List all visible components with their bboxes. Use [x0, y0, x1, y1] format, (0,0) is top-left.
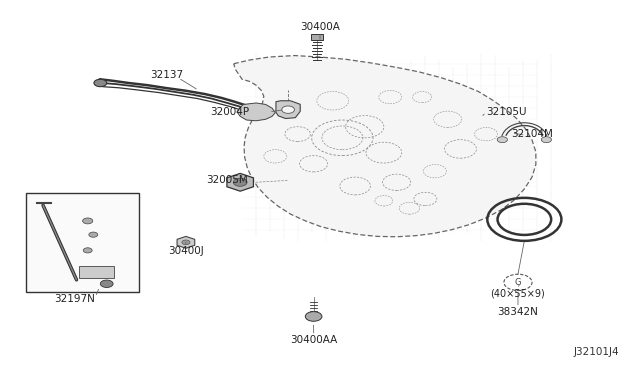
Circle shape — [541, 137, 552, 142]
Text: 30400A: 30400A — [300, 22, 340, 32]
Polygon shape — [276, 101, 300, 119]
Polygon shape — [234, 55, 536, 237]
Text: (40×55×9): (40×55×9) — [491, 288, 545, 298]
Text: 32105U: 32105U — [486, 107, 527, 117]
Circle shape — [233, 178, 247, 186]
Circle shape — [83, 218, 93, 224]
Text: 30400J: 30400J — [168, 246, 204, 256]
FancyBboxPatch shape — [79, 266, 114, 278]
FancyBboxPatch shape — [26, 193, 139, 292]
Polygon shape — [227, 173, 253, 191]
Circle shape — [282, 106, 294, 113]
Circle shape — [83, 248, 92, 253]
Text: G: G — [515, 278, 521, 287]
Text: 32104M: 32104M — [511, 129, 554, 139]
Text: 32005M: 32005M — [207, 176, 248, 185]
Text: 32137: 32137 — [150, 70, 183, 80]
Polygon shape — [237, 103, 275, 121]
Circle shape — [182, 240, 190, 245]
Text: 32197N: 32197N — [54, 294, 95, 304]
Polygon shape — [177, 236, 195, 248]
Circle shape — [89, 232, 98, 237]
Text: 30400AA: 30400AA — [290, 335, 337, 345]
Text: 38342N: 38342N — [497, 307, 538, 317]
Circle shape — [497, 137, 508, 142]
Text: 32004P: 32004P — [211, 107, 250, 117]
Text: J32101J4: J32101J4 — [573, 347, 619, 357]
FancyBboxPatch shape — [311, 35, 323, 40]
Circle shape — [100, 280, 113, 288]
Circle shape — [305, 312, 322, 321]
Circle shape — [94, 79, 107, 87]
